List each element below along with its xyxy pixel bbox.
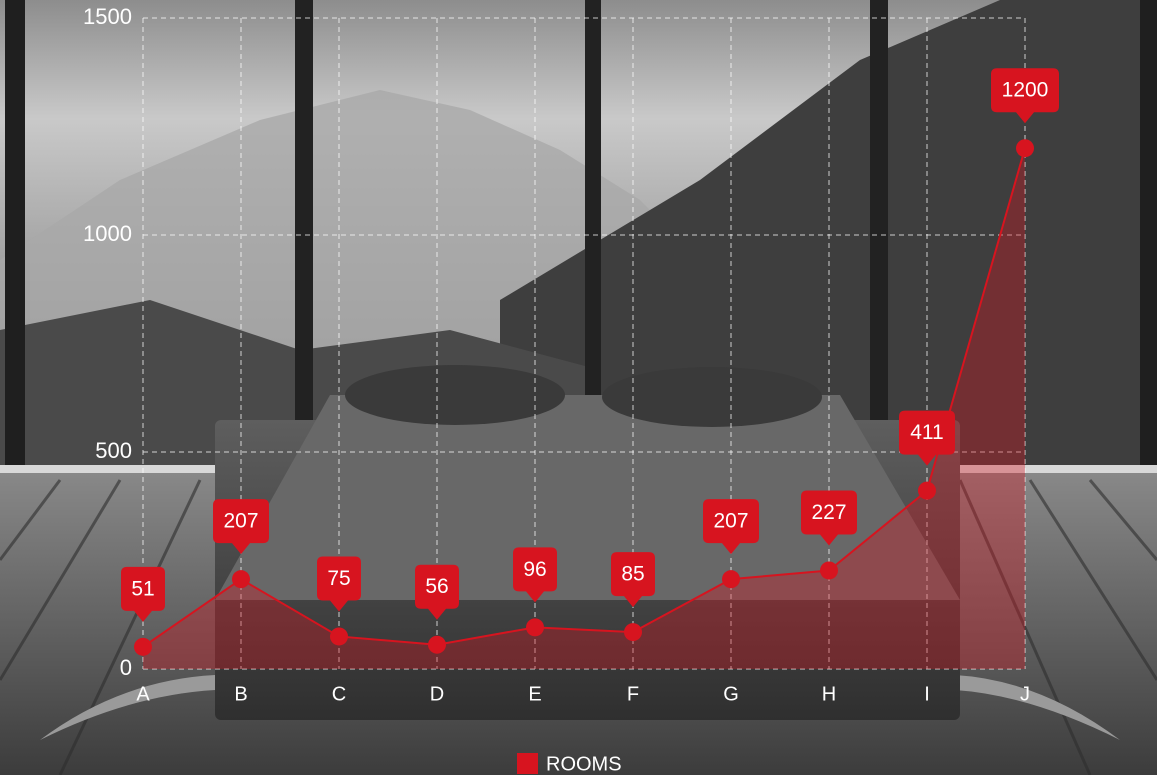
data-label: 51	[131, 577, 154, 600]
x-tick-label: I	[924, 683, 930, 705]
data-label: 56	[425, 575, 448, 598]
data-label: 227	[811, 501, 846, 524]
x-tick-label: J	[1020, 683, 1030, 705]
data-label: 207	[223, 510, 258, 533]
x-tick-label: E	[528, 683, 541, 705]
chart: 0 500 1000 1500 A B C D E F G H I J 51 207 75 56 96 85 207 22…	[0, 0, 1157, 775]
data-point	[330, 627, 348, 645]
y-tick-label: 500	[95, 438, 132, 463]
data-point	[1016, 139, 1034, 157]
data-point	[428, 636, 446, 654]
x-tick-label: H	[822, 683, 836, 705]
data-point	[722, 570, 740, 588]
data-label: 75	[327, 567, 350, 590]
page: 0 500 1000 1500 A B C D E F G H I J 51 207 75 56 96 85 207 22…	[0, 0, 1157, 775]
legend-swatch	[517, 753, 538, 774]
x-tick-label: G	[723, 683, 739, 705]
data-point	[624, 623, 642, 641]
data-label: 207	[713, 510, 748, 533]
data-point	[526, 618, 544, 636]
x-tick-label: B	[234, 683, 247, 705]
data-point	[820, 561, 838, 579]
data-label: 1200	[1002, 79, 1049, 102]
legend-label: ROOMS	[546, 753, 622, 775]
data-label: 411	[910, 421, 943, 444]
y-tick-label: 1500	[83, 4, 132, 29]
x-tick-label: A	[136, 683, 150, 705]
data-point	[918, 482, 936, 500]
y-tick-label: 1000	[83, 221, 132, 246]
y-tick-label: 0	[120, 655, 132, 680]
data-point	[232, 570, 250, 588]
data-label: 96	[523, 558, 546, 581]
x-tick-label: C	[332, 683, 346, 705]
data-point	[134, 638, 152, 656]
x-tick-label: F	[627, 683, 639, 705]
x-tick-label: D	[430, 683, 444, 705]
data-label: 85	[621, 563, 644, 586]
